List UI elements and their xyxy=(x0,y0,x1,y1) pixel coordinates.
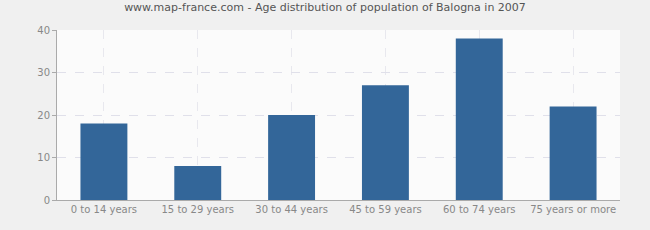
svg-text:60 to 74 years: 60 to 74 years xyxy=(443,204,516,215)
svg-text:10: 10 xyxy=(37,152,50,163)
svg-text:0 to 14 years: 0 to 14 years xyxy=(71,204,137,215)
svg-text:15 to 29 years: 15 to 29 years xyxy=(161,204,234,215)
svg-text:www.map-france.com - Age distr: www.map-france.com - Age distribution of… xyxy=(124,1,526,14)
svg-text:45 to 59 years: 45 to 59 years xyxy=(349,204,422,215)
svg-text:75 years or more: 75 years or more xyxy=(530,204,616,215)
svg-text:30: 30 xyxy=(37,67,50,78)
svg-text:0: 0 xyxy=(44,195,50,206)
svg-text:20: 20 xyxy=(37,110,50,121)
svg-text:40: 40 xyxy=(37,25,50,36)
svg-text:30 to 44 years: 30 to 44 years xyxy=(255,204,328,215)
